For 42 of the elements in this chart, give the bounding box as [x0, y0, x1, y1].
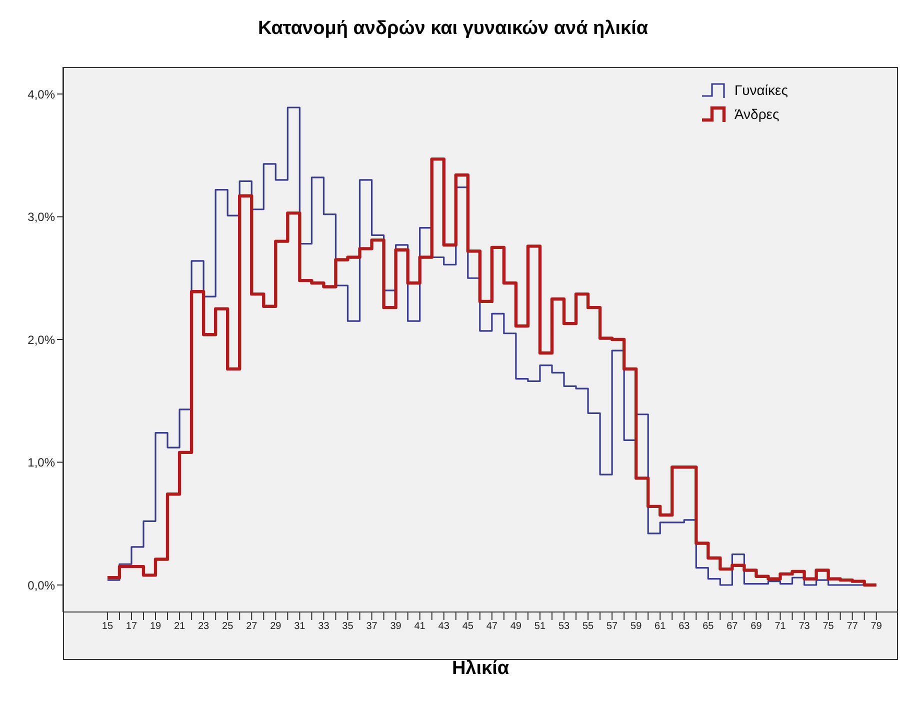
- x-tick-label: 25: [222, 621, 234, 632]
- legend-label: Γυναίκες: [734, 82, 788, 98]
- chart-title: Κατανομή ανδρών και γυναικών ανά ηλικία: [256, 18, 650, 40]
- x-tick-label: 43: [438, 621, 450, 632]
- x-tick-label: 49: [510, 621, 522, 632]
- x-tick-label: 31: [294, 621, 306, 632]
- x-tick-label: 33: [318, 621, 330, 632]
- x-tick-label: 77: [846, 621, 858, 632]
- x-tick-label: 59: [630, 621, 642, 632]
- y-tick-label: 2,0%: [28, 332, 56, 347]
- y-tick-label: 0,0%: [28, 578, 56, 592]
- x-tick-label: 53: [558, 621, 570, 632]
- legend-label: Άνδρες: [734, 106, 780, 122]
- x-tick-label: 29: [270, 621, 282, 632]
- x-tick-label: 55: [582, 621, 594, 632]
- x-tick-label: 65: [702, 621, 714, 632]
- x-tick-label: 79: [870, 621, 882, 632]
- x-tick-label: 45: [462, 621, 474, 632]
- x-tick-label: 19: [150, 621, 162, 632]
- x-tick-label: 75: [822, 621, 834, 632]
- x-tick-label: 63: [678, 621, 690, 632]
- y-tick-label: 4,0%: [28, 87, 56, 102]
- x-tick-label: 61: [654, 621, 666, 632]
- y-tick-label: 3,0%: [28, 210, 56, 224]
- x-tick-label: 57: [606, 621, 618, 632]
- x-tick-label: 15: [102, 621, 114, 632]
- x-tick-label: 73: [798, 621, 810, 632]
- x-tick-label: 39: [390, 621, 402, 632]
- x-tick-label: 69: [750, 621, 762, 632]
- x-tick-label: 37: [366, 621, 378, 632]
- x-tick-label: 35: [342, 621, 354, 632]
- x-tick-label: 41: [414, 621, 426, 632]
- x-tick-label: 17: [126, 621, 138, 632]
- x-tick-label: 23: [198, 621, 210, 632]
- x-tick-label: 27: [246, 621, 258, 632]
- x-axis-title: Ηλικία: [452, 658, 510, 679]
- x-tick-label: 47: [486, 621, 498, 632]
- x-tick-label: 71: [774, 621, 786, 632]
- y-tick-label: 1,0%: [28, 456, 56, 470]
- x-tick-label: 21: [174, 621, 186, 632]
- x-tick-label: 67: [726, 621, 738, 632]
- x-tick-label: 51: [534, 621, 546, 632]
